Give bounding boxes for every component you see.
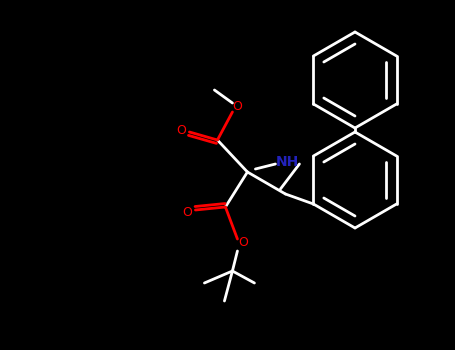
Text: O: O [233, 100, 243, 113]
Text: O: O [177, 124, 187, 136]
Text: O: O [238, 237, 248, 250]
Text: NH: NH [276, 155, 299, 169]
Text: O: O [182, 205, 192, 218]
